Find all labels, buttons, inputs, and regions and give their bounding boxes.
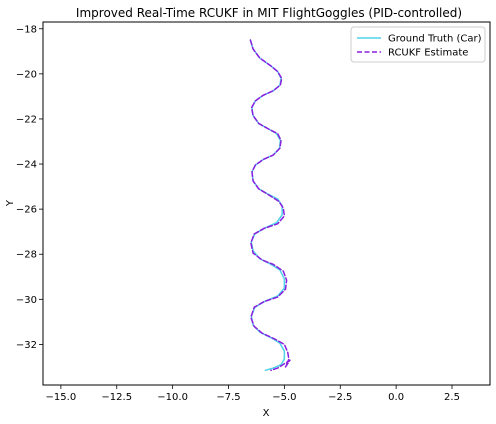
plot-area — [43, 22, 490, 385]
y-tick-label: −20 — [16, 69, 37, 80]
y-tick-label: −18 — [16, 24, 37, 35]
legend-label-ground-truth: Ground Truth (Car) — [388, 34, 482, 45]
x-tick-label: −5.0 — [272, 392, 296, 403]
y-tick-label: −28 — [16, 250, 37, 261]
x-tick-label: 2.5 — [444, 392, 460, 403]
y-tick-label: −26 — [16, 205, 37, 216]
x-tick-label: −15.0 — [46, 392, 77, 403]
x-tick-label: −12.5 — [101, 392, 132, 403]
x-tick-label: −7.5 — [216, 392, 240, 403]
x-tick-label: −10.0 — [157, 392, 188, 403]
y-tick-label: −22 — [16, 114, 37, 125]
y-tick-label: −32 — [16, 340, 37, 351]
y-tick-label: −30 — [16, 295, 37, 306]
chart-title: Improved Real-Time RCUKF in MIT FlightGo… — [76, 6, 462, 20]
x-axis-label: X — [263, 408, 270, 419]
y-axis-label: Y — [5, 199, 16, 207]
legend-label-rcukf-estimate: RCUKF Estimate — [388, 48, 468, 59]
x-tick-label: 0.0 — [388, 392, 404, 403]
y-tick-label: −24 — [16, 160, 37, 171]
x-tick-label: −2.5 — [328, 392, 352, 403]
legend: Ground Truth (Car) RCUKF Estimate — [351, 27, 485, 62]
plot-frame — [43, 22, 490, 385]
